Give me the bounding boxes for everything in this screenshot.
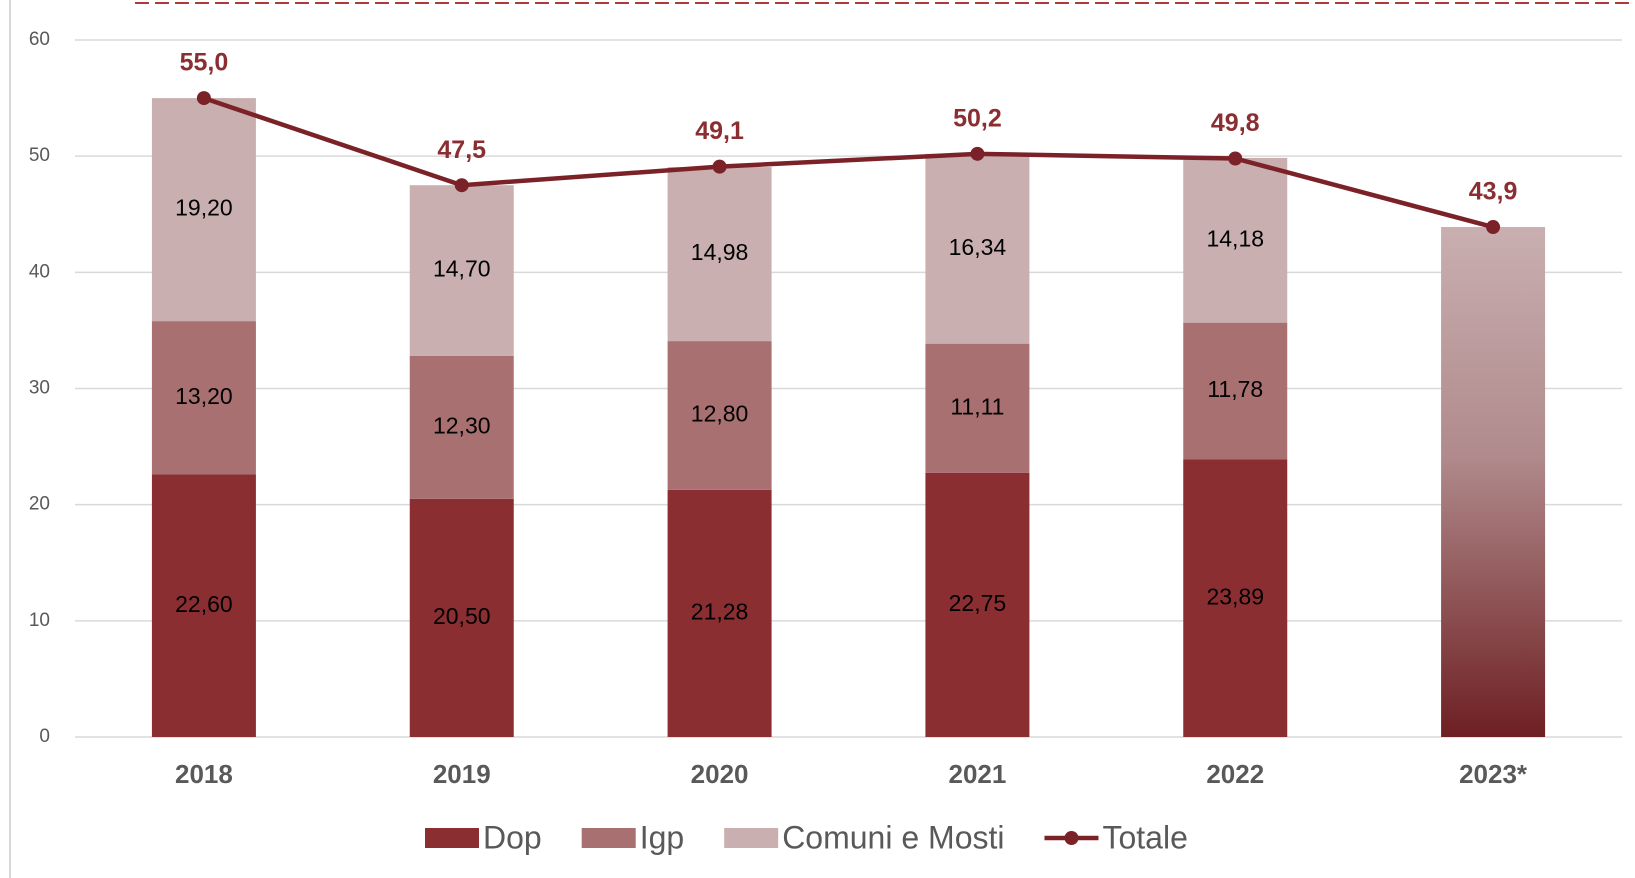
legend-label: Comuni e Mosti	[782, 819, 1004, 855]
bar-segment	[925, 472, 1030, 737]
bar-segment	[925, 153, 1030, 344]
line-point	[1486, 220, 1501, 235]
legend-marker	[1064, 831, 1079, 845]
bar-segment	[925, 343, 1030, 473]
total-label: 50,2	[953, 104, 1002, 132]
bar-segment	[1183, 322, 1288, 460]
bar-segment	[667, 341, 772, 490]
y-tick-label: 40	[29, 261, 50, 282]
x-tick-label: 2022	[1206, 759, 1264, 789]
legend-label: Totale	[1102, 819, 1187, 855]
bar-segment	[409, 498, 514, 737]
total-label: 55,0	[180, 49, 229, 77]
y-tick-label: 10	[29, 610, 50, 631]
segment-label: 19,20	[175, 195, 233, 221]
segment-label: 14,70	[433, 256, 491, 282]
line-point	[454, 178, 469, 193]
segment-label: 20,50	[433, 603, 491, 629]
bar	[1441, 227, 1546, 738]
total-label: 49,8	[1211, 109, 1260, 137]
bar-segment	[151, 98, 256, 322]
segment-label: 13,20	[175, 383, 233, 409]
x-tick-label: 2023*	[1459, 759, 1528, 789]
y-tick-label: 0	[39, 726, 50, 747]
segment-label: 14,18	[1206, 225, 1264, 251]
line-point	[970, 146, 985, 161]
total-label: 47,5	[437, 136, 486, 164]
x-tick-label: 2019	[433, 759, 491, 789]
y-tick-label: 50	[29, 145, 50, 166]
legend-label: Dop	[483, 819, 542, 855]
bar-segment	[667, 489, 772, 737]
segment-label: 12,30	[433, 412, 491, 438]
legend-swatch	[581, 828, 636, 848]
y-tick-label: 20	[29, 494, 50, 515]
line-point	[1228, 151, 1243, 166]
legend-swatch	[724, 828, 779, 848]
x-tick-label: 2021	[948, 759, 1006, 789]
segment-label: 11,78	[1207, 376, 1263, 402]
bar-segment	[151, 321, 256, 475]
bar-segment	[667, 167, 772, 342]
x-tick-label: 2020	[691, 759, 749, 789]
segment-label: 11,11	[950, 393, 1004, 419]
segment-label: 23,89	[1206, 583, 1264, 609]
bar-segment	[151, 474, 256, 737]
segment-label: 22,75	[949, 590, 1007, 616]
segment-label: 22,60	[175, 591, 233, 617]
line-point	[712, 159, 727, 174]
bar-segment	[409, 185, 514, 356]
segment-label: 21,28	[691, 598, 749, 624]
bar-segment	[409, 355, 514, 499]
y-tick-label: 30	[29, 378, 50, 399]
legend-label: Igp	[640, 819, 684, 855]
segment-label: 16,34	[949, 234, 1007, 260]
total-label: 43,9	[1469, 178, 1518, 206]
y-tick-label: 60	[29, 29, 50, 50]
line	[203, 95, 1494, 230]
x-tick-label: 2018	[175, 759, 233, 789]
segment-label: 12,80	[691, 401, 749, 427]
segment-label: 14,98	[691, 239, 749, 265]
total-label: 49,1	[695, 117, 744, 145]
bar-segment	[1183, 157, 1288, 323]
bar-segment	[1183, 459, 1288, 737]
line-point	[196, 91, 211, 106]
legend-swatch	[425, 828, 479, 848]
